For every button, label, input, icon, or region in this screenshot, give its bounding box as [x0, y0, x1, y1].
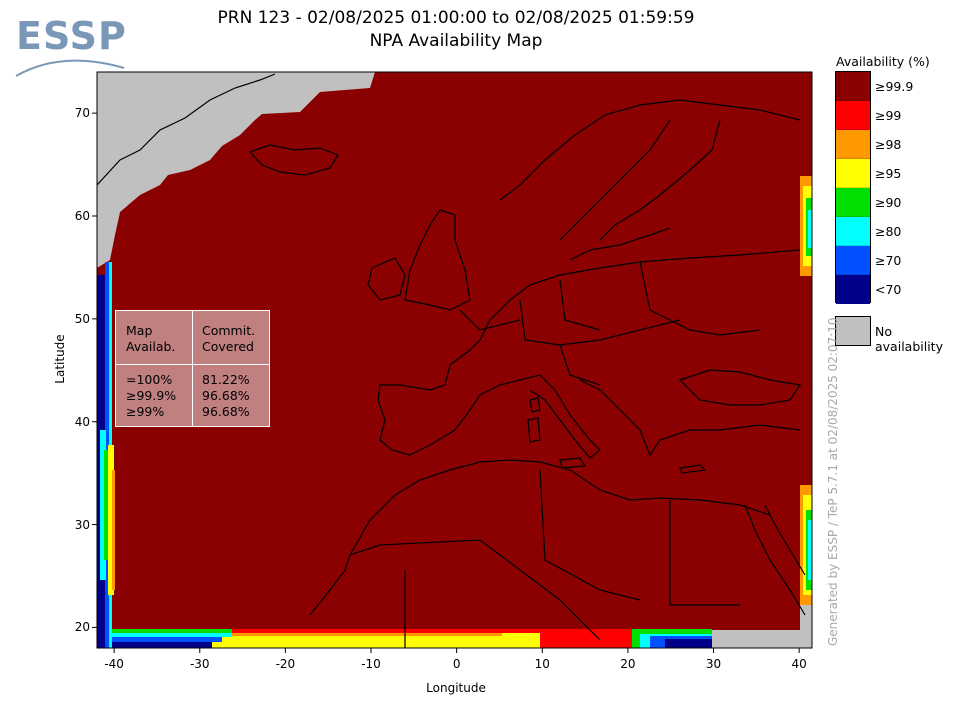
map-title: PRN 123 - 02/08/2025 01:00:00 to 02/08/2…: [217, 8, 695, 28]
map-subtitle: NPA Availability Map: [369, 31, 543, 51]
logo-text: ESSP: [16, 14, 127, 58]
stats-divider-horizontal: [116, 364, 269, 365]
east-edge-degradation-north: [800, 176, 812, 276]
y-tick-label: 50: [74, 311, 90, 326]
essp-logo: ESSP: [12, 10, 132, 82]
coastlines-and-borders: [97, 73, 806, 648]
y-tick-label: 60: [74, 209, 90, 223]
no-availability-region-northwest: [97, 72, 375, 268]
south-edge-degradation: [112, 629, 712, 648]
legend-label: ≥98: [875, 137, 902, 152]
x-tick-label: -30: [189, 657, 210, 671]
stats-threshold: ≥99%: [126, 404, 165, 419]
stats-header-text: Map: [126, 323, 153, 338]
availability-legend: [835, 71, 871, 304]
stats-covered: 96.68%: [202, 404, 250, 419]
legend-swatch: [836, 188, 870, 217]
stats-covered-values: 81.22% 96.68% 96.68%: [202, 372, 250, 420]
legend-swatch: [836, 72, 870, 101]
axis-tick-marks: [92, 112, 800, 653]
y-tick-label: 30: [74, 517, 90, 532]
stats-thresholds: =100% ≥99.9% ≥99%: [126, 372, 176, 420]
stats-header-map-availability: Map Availab.: [126, 323, 175, 355]
stats-header-text: Availab.: [126, 339, 176, 354]
legend-label: ≥95: [875, 166, 902, 181]
legend-swatch: [836, 275, 870, 304]
x-tick-label: 30: [705, 657, 722, 671]
x-tick-label: 10: [534, 657, 550, 671]
y-tick-label: 20: [74, 620, 90, 635]
x-tick-label: 0: [452, 657, 461, 671]
x-tick-label: -40: [104, 657, 124, 671]
no-availability-region-southeast: [700, 630, 812, 648]
plot-frame: [96, 71, 813, 649]
west-edge-degradation: [97, 262, 115, 648]
x-tick-label: 40: [791, 657, 807, 671]
legend-label: ≥99: [875, 108, 902, 123]
x-tick-label: -20: [275, 657, 296, 671]
legend-swatch: [836, 217, 870, 246]
east-edge-degradation-south: [800, 485, 812, 605]
legend-swatch: [836, 159, 870, 188]
stats-header-commit-covered: Commit. Covered: [202, 323, 255, 355]
stats-covered: 96.68%: [202, 388, 250, 403]
stats-header-text: Commit.: [202, 323, 256, 338]
availability-stats-box: Map Availab. Commit. Covered =100% ≥99.9…: [115, 310, 270, 427]
legend-title: Availability (%): [836, 54, 930, 69]
legend-label: ≥80: [875, 224, 902, 239]
no-availability-swatch: [835, 316, 871, 346]
legend-label: ≥99.9: [875, 79, 914, 94]
legend-label: ≥90: [875, 195, 902, 210]
y-tick-label: 70: [74, 106, 90, 121]
legend-swatch: [836, 130, 870, 159]
y-tick-label: 40: [74, 414, 90, 429]
x-tick-label: -10: [361, 657, 381, 671]
stats-covered: 81.22%: [202, 372, 250, 387]
stats-header-text: Covered: [202, 339, 254, 354]
x-axis-label: Longitude: [426, 681, 486, 695]
generation-credit: Generated by ESSP / TeP 5.7.1 at 02/08/2…: [826, 317, 840, 646]
legend-label: ≥70: [875, 253, 902, 268]
legend-swatch: [836, 246, 870, 275]
logo-orbit-swoosh: [15, 59, 125, 77]
stats-divider-vertical: [192, 311, 193, 426]
no-availability-label: No availability: [875, 324, 943, 354]
stats-threshold: ≥99.9%: [126, 388, 177, 403]
legend-swatch: [836, 101, 870, 130]
stats-threshold: =100%: [126, 372, 173, 387]
y-axis-label: Latitude: [53, 334, 67, 384]
x-tick-label: 20: [620, 657, 636, 671]
legend-label: <70: [875, 282, 902, 297]
